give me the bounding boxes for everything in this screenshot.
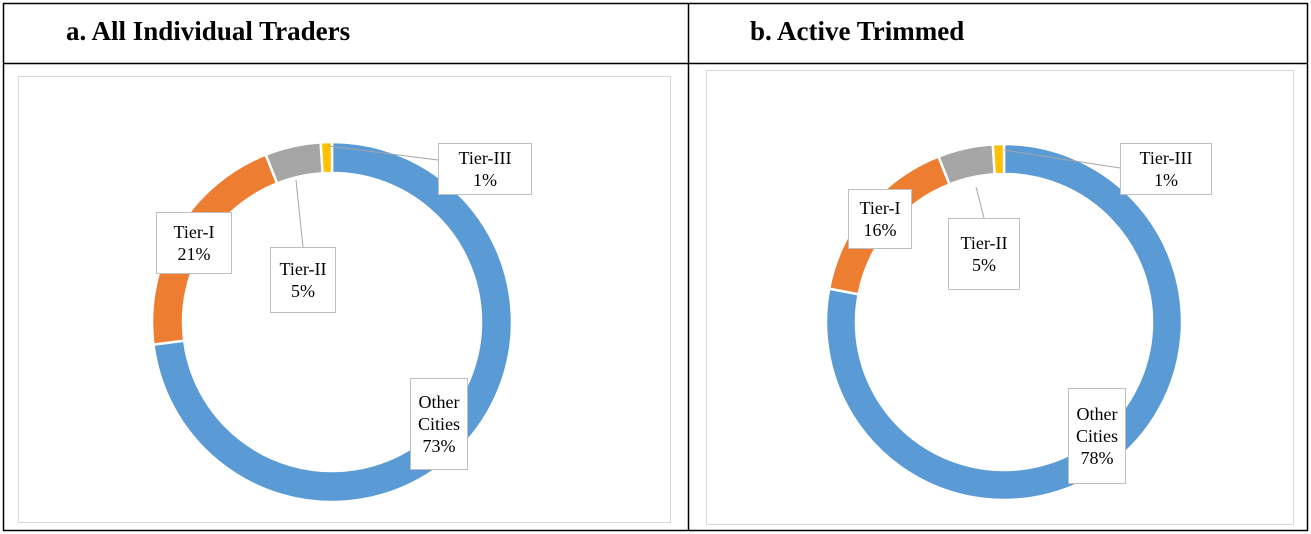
data-label: Tier-I 16% [848, 189, 912, 249]
chart-frame [706, 70, 1294, 525]
donut-segment [264, 141, 324, 186]
label-value: 73% [422, 436, 456, 456]
label-value: 1% [473, 170, 497, 190]
label-value: 78% [1080, 448, 1114, 468]
data-label: Tier-III 1% [438, 143, 532, 195]
leader-line [1003, 149, 1121, 169]
donut-segment [824, 142, 1184, 502]
leader-line [295, 179, 304, 248]
label-value: 16% [863, 220, 897, 240]
data-label: Tier-II 5% [270, 247, 336, 313]
data-label: Tier-III 1% [1120, 143, 1212, 195]
data-label: Other Cities 73% [410, 378, 468, 470]
chart-title: b. Active Trimmed [750, 16, 965, 46]
label-category: Tier-III [1139, 148, 1193, 168]
chart-title: a. All Individual Traders [66, 16, 351, 46]
donut-segment [936, 143, 997, 187]
leader-line [975, 186, 985, 219]
data-label: Tier-I 21% [156, 212, 232, 274]
label-value: 5% [291, 281, 315, 301]
label-category: Tier-I [859, 198, 901, 218]
label-category: Other Cities [417, 392, 460, 434]
donut-segment [991, 142, 1006, 176]
chart-frame [18, 76, 671, 523]
label-category: Tier-II [960, 233, 1008, 253]
label-category: Tier-II [279, 259, 327, 279]
data-label: Tier-II 5% [948, 218, 1020, 290]
label-category: Tier-I [173, 222, 215, 242]
label-value: 5% [972, 255, 996, 275]
label-value: 21% [177, 244, 211, 264]
leader-line [327, 145, 439, 161]
label-category: Tier-III [458, 148, 512, 168]
label-category: Other Cities [1075, 404, 1118, 446]
data-label: Other Cities 78% [1068, 388, 1126, 484]
label-value: 1% [1154, 170, 1178, 190]
donut-segment [319, 140, 334, 175]
donut-segment [152, 140, 514, 504]
